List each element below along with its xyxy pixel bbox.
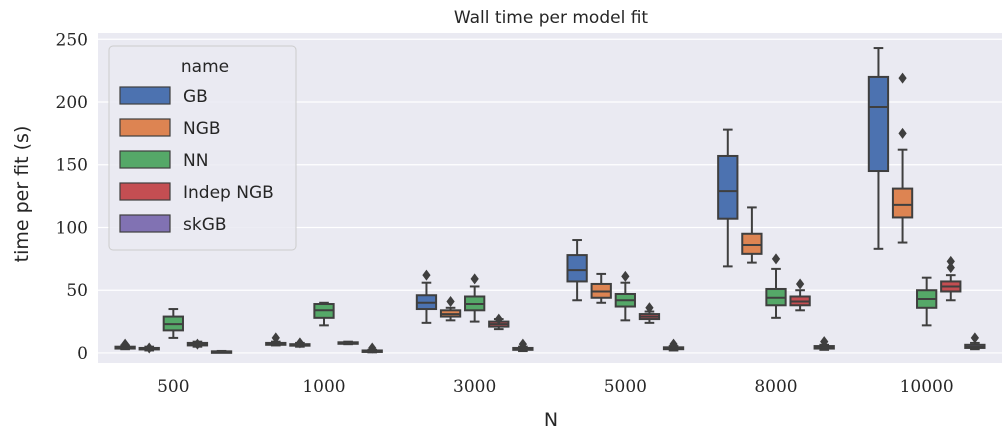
legend-items: GB NGB NN Indep NGB skGB — [119, 86, 274, 235]
outlier-point — [669, 338, 678, 350]
y-tick-label: 50 — [66, 281, 88, 301]
legend-label: NN — [183, 151, 208, 171]
legend-label: GB — [183, 87, 208, 107]
outlier-point — [771, 253, 781, 265]
box-ngb-8000 — [741, 232, 763, 255]
chart-title: Wall time per model fit — [454, 8, 648, 28]
outlier-point — [820, 336, 829, 348]
outlier-point — [946, 255, 955, 267]
legend-swatch — [119, 150, 171, 169]
outlier-point — [446, 296, 455, 308]
outlier-point — [621, 270, 630, 282]
outlier-point — [145, 342, 154, 354]
outlier-point — [368, 342, 377, 354]
legend-swatch — [119, 118, 171, 137]
outlier-point — [518, 338, 528, 350]
x-tick-label: 500 — [157, 377, 189, 397]
legend-label: NGB — [183, 119, 221, 139]
legend-label: skGB — [183, 215, 227, 235]
x-tick-label: 10000 — [900, 377, 954, 397]
x-axis-label: N — [544, 409, 558, 431]
outlier-point — [120, 338, 130, 350]
y-tick-label: 0 — [77, 344, 88, 364]
y-tick-label: 150 — [56, 156, 88, 176]
box-gb-8000 — [717, 154, 739, 220]
y-tick-label: 100 — [56, 218, 88, 238]
outlier-point — [193, 338, 202, 350]
outlier-point — [898, 72, 907, 84]
outlier-point — [970, 332, 980, 344]
legend: name GB NGB NN Indep NGB skGB — [108, 45, 297, 251]
y-tick-label: 200 — [56, 93, 88, 113]
outlier-point — [494, 313, 503, 325]
legend-label: Indep NGB — [183, 183, 274, 203]
y-axis-label: time per fit (s) — [11, 126, 33, 263]
y-axis-ticks: 0 50 100 150 200 250 — [56, 30, 88, 364]
x-tick-label: 1000 — [302, 377, 345, 397]
outlier-point — [898, 127, 907, 139]
outlier-point — [795, 278, 805, 290]
outlier-point — [645, 302, 654, 314]
x-tick-label: 3000 — [453, 377, 496, 397]
x-axis-ticks: 500 1000 3000 5000 8000 10000 — [157, 377, 954, 397]
outlier-point — [946, 262, 955, 274]
box-ngb-10000 — [891, 187, 914, 219]
outlier-point — [271, 332, 280, 344]
x-tick-label: 5000 — [604, 377, 647, 397]
box-series — [114, 47, 986, 354]
legend-swatch — [119, 86, 171, 105]
outlier-point — [422, 269, 431, 281]
outlier-point — [470, 273, 479, 285]
box-gb-10000 — [867, 75, 890, 173]
x-tick-label: 8000 — [754, 377, 797, 397]
legend-swatch — [119, 182, 171, 201]
box-gb-5000 — [566, 254, 588, 283]
outlier-point — [295, 337, 305, 349]
legend-swatch — [119, 214, 171, 233]
legend-title: name — [181, 57, 229, 77]
y-tick-label: 250 — [56, 30, 88, 50]
